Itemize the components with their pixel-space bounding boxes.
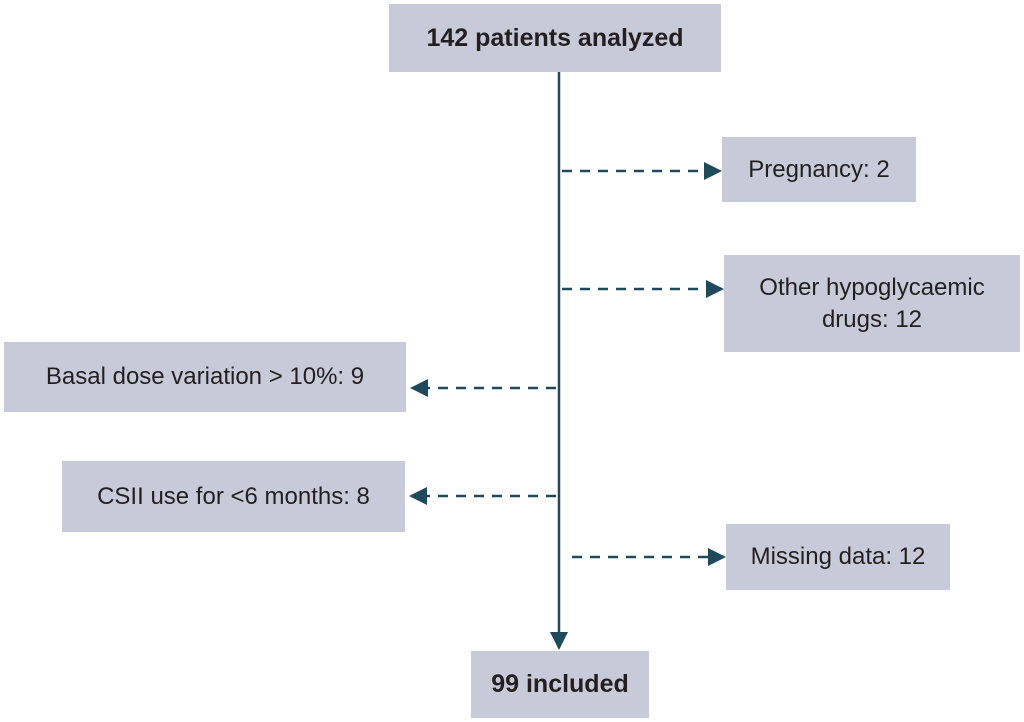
- exclusion-box: CSII use for <6 months: 8: [62, 461, 405, 532]
- exclusion-box: Pregnancy: 2: [722, 137, 916, 202]
- exclusion-box: Other hypoglycaemic drugs: 12: [724, 255, 1020, 352]
- start-box: 142 patients analyzed: [389, 4, 721, 72]
- exclusion-box: Basal dose variation > 10%: 9: [4, 342, 406, 412]
- exclusion-box: Missing data: 12: [726, 524, 950, 590]
- end-box: 99 included: [471, 651, 649, 718]
